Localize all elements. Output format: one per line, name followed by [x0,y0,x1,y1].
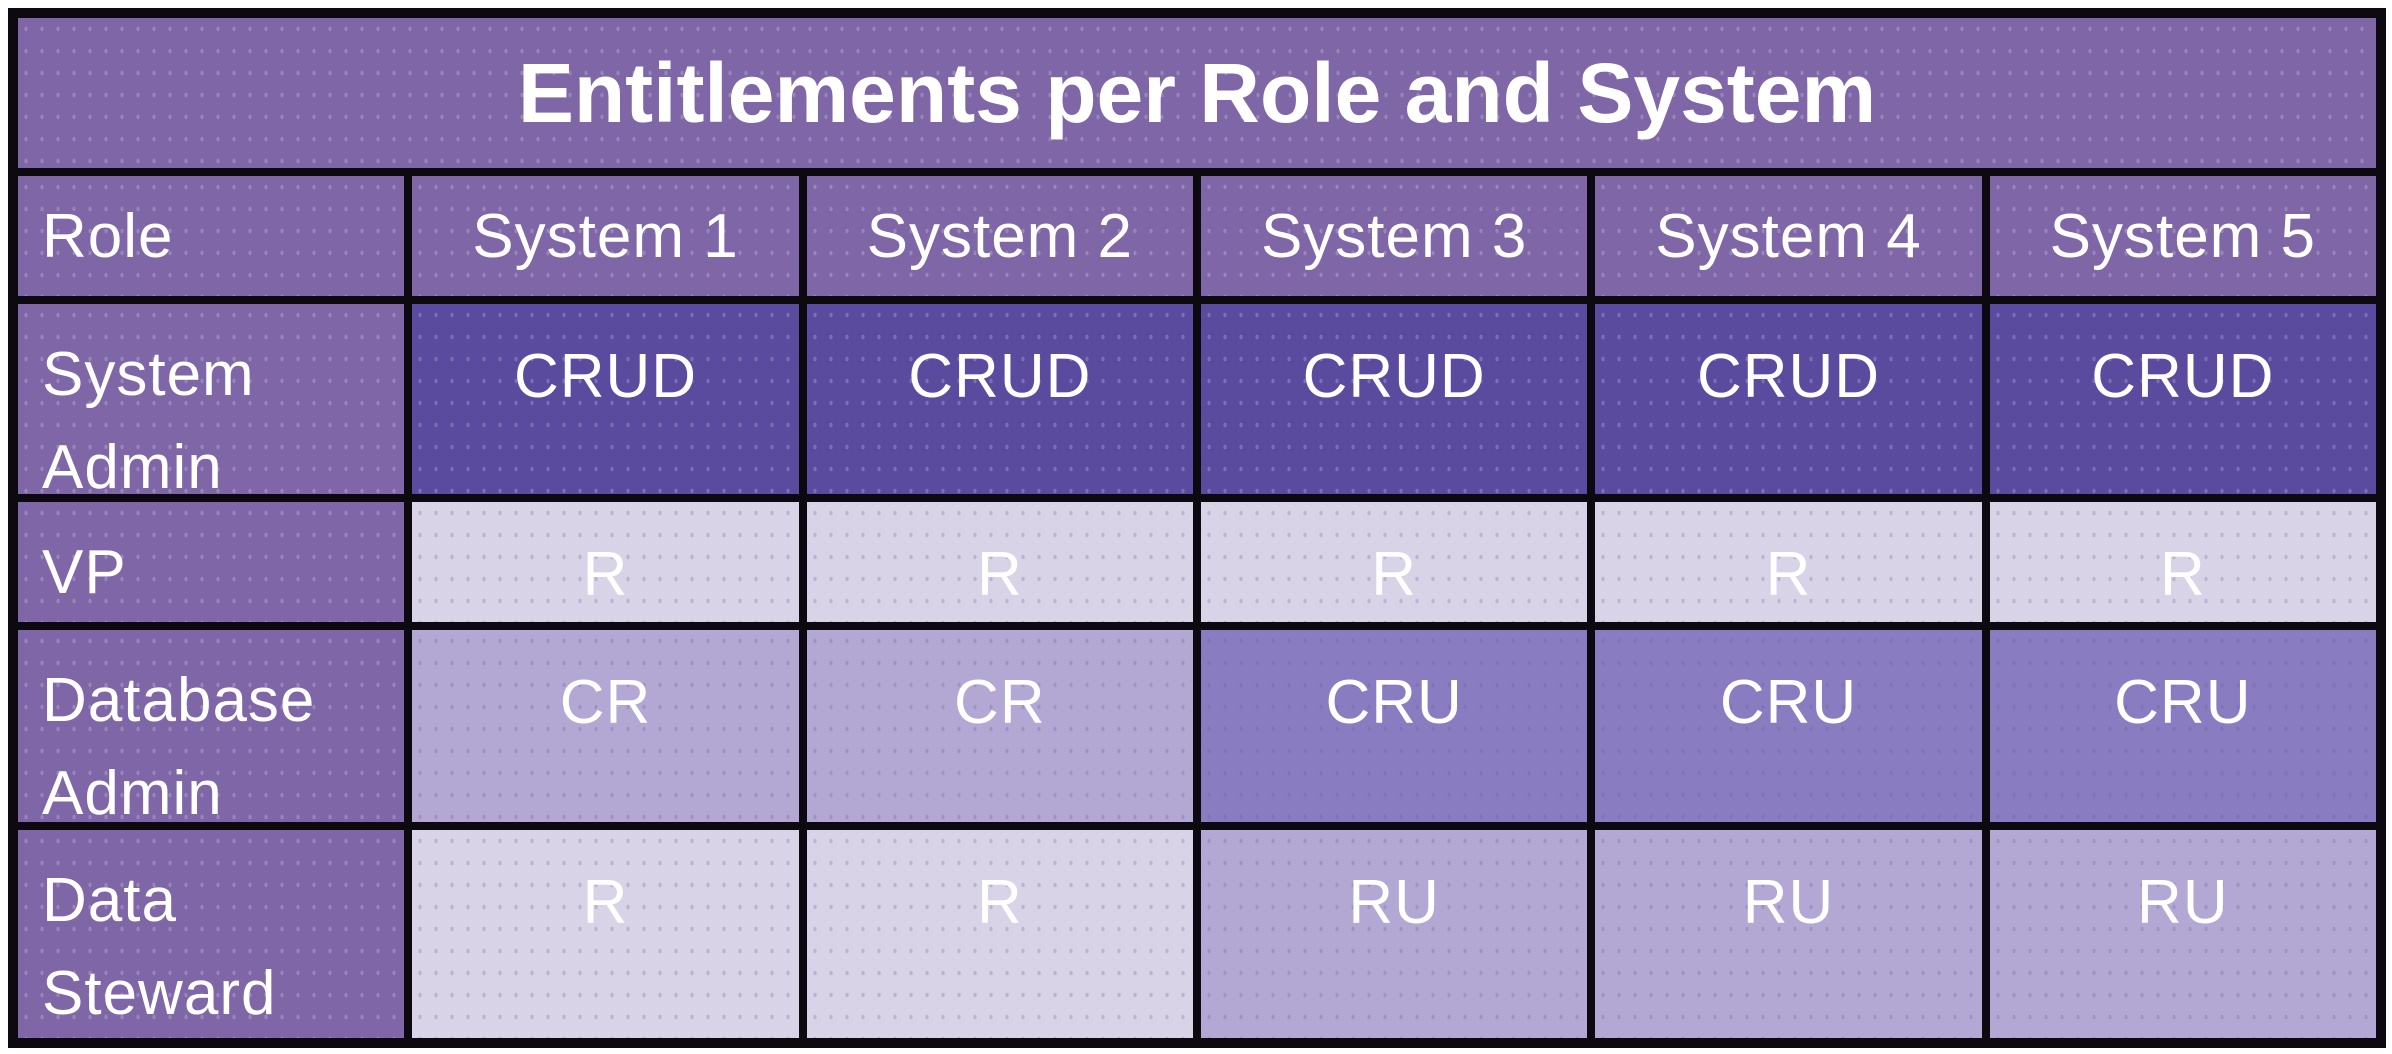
column-header-system-2: System 2 [806,176,1193,296]
row-header-data-steward: Data Steward [18,830,405,1038]
perm-cell: R [806,502,1193,622]
perm-cell: CRU [1989,630,2376,822]
perm-cell: CR [806,630,1193,822]
perm-cell: CRUD [1201,304,1588,494]
perm-cell: R [1989,502,2376,622]
perm-cell: R [412,502,799,622]
row-header-vp: VP [18,502,405,622]
column-header-system-4: System 4 [1595,176,1982,296]
table-title: Entitlements per Role and System [18,18,2376,168]
perm-cell: RU [1201,830,1588,1038]
perm-cell: R [1595,502,1982,622]
perm-cell: CR [412,630,799,822]
perm-cell: CRUD [1595,304,1982,494]
column-header-role: Role [18,176,405,296]
column-header-system-5: System 5 [1989,176,2376,296]
perm-cell: CRUD [1989,304,2376,494]
perm-cell: R [412,830,799,1038]
column-header-system-1: System 1 [412,176,799,296]
entitlements-table: Entitlements per Role and System Role Sy… [8,8,2386,1048]
perm-cell: CRU [1595,630,1982,822]
perm-cell: CRUD [412,304,799,494]
perm-cell: R [1201,502,1588,622]
perm-cell: CRUD [806,304,1193,494]
perm-cell: R [806,830,1193,1038]
perm-cell: RU [1989,830,2376,1038]
column-header-system-3: System 3 [1201,176,1588,296]
row-header-system-admin: System Admin [18,304,405,494]
perm-cell: CRU [1201,630,1588,822]
row-header-database-admin: Database Admin [18,630,405,822]
perm-cell: RU [1595,830,1982,1038]
